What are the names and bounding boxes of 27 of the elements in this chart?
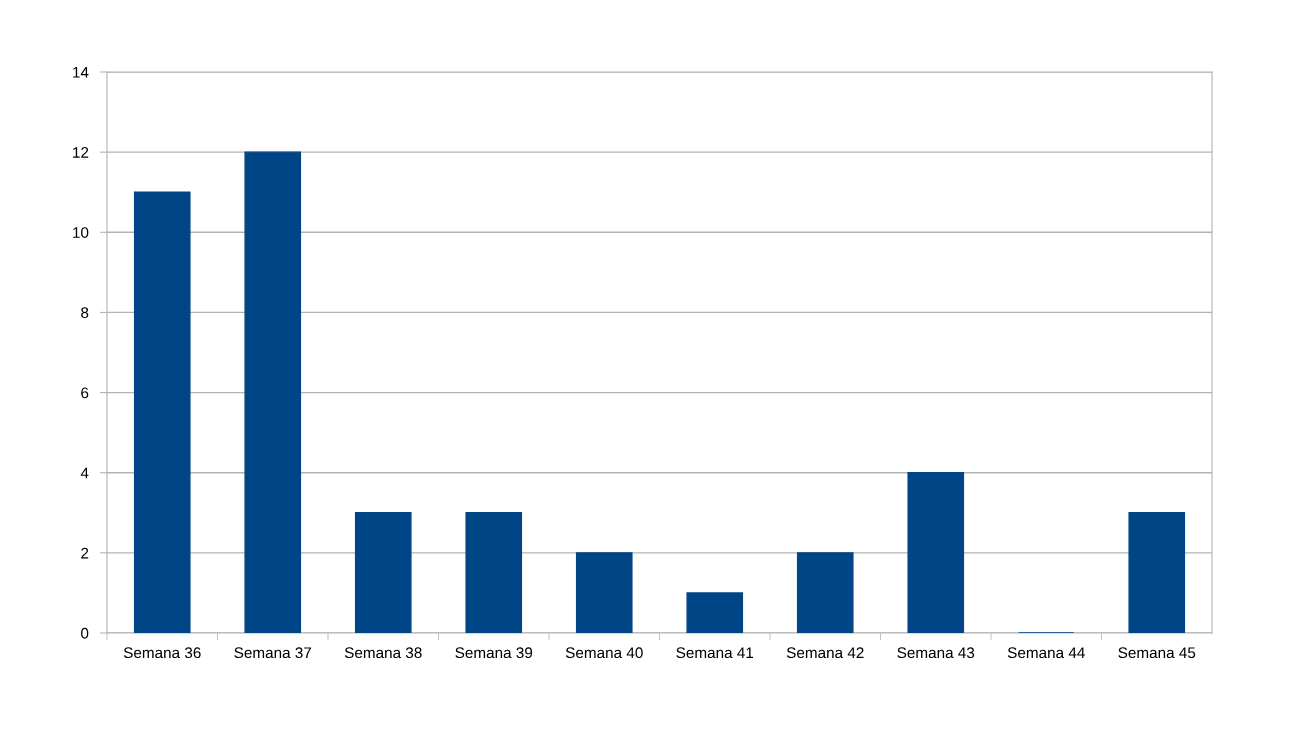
y-tick-label: 8 <box>81 307 89 319</box>
bar <box>907 472 965 633</box>
x-tick-label: Semana 36 <box>123 647 201 659</box>
x-tick-label: Semana 45 <box>1118 647 1196 659</box>
x-tick-label: Semana 42 <box>786 647 864 659</box>
bar <box>133 191 191 633</box>
y-tick-label: 14 <box>73 67 89 78</box>
bar <box>575 552 633 633</box>
x-tick-label: Semana 43 <box>897 647 975 659</box>
y-tick-label: 0 <box>81 627 89 639</box>
y-tick-label: 12 <box>73 147 89 158</box>
bar <box>354 512 412 633</box>
y-tick-label: 10 <box>73 227 89 238</box>
x-tick-label: Semana 41 <box>676 647 754 659</box>
x-tick-label: Semana 38 <box>344 647 422 659</box>
bar <box>465 512 523 633</box>
bar <box>796 552 854 633</box>
x-tick-label: Semana 40 <box>565 647 643 659</box>
y-tick-label: 6 <box>81 387 89 399</box>
bar <box>244 151 302 633</box>
x-tick-label: Semana 37 <box>234 647 312 659</box>
y-tick-label: 2 <box>81 547 89 559</box>
x-tick-label: Semana 44 <box>1007 647 1085 659</box>
bar <box>1128 512 1186 633</box>
y-tick-label: 4 <box>80 467 89 479</box>
bar <box>686 592 744 633</box>
x-tick-label: Semana 39 <box>455 647 533 659</box>
